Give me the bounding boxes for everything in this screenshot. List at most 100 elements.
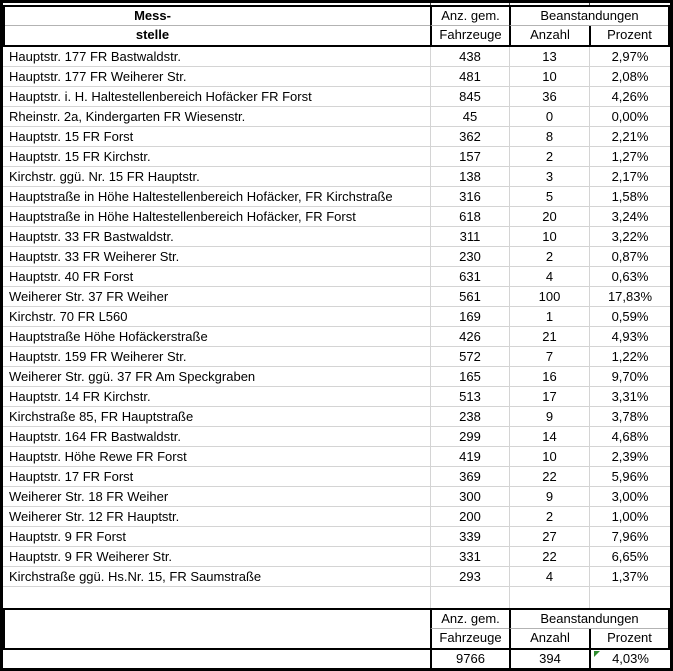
cell-station[interactable]: Kirchstr. 70 FR L560 [9, 309, 128, 324]
cell-station[interactable]: Hauptstr. 159 FR Weiherer Str. [9, 349, 187, 364]
cell-vehicles[interactable]: 293 [430, 567, 509, 586]
cell-vehicles[interactable]: 300 [430, 487, 509, 506]
cell-station[interactable]: Hauptstraße in Höhe Haltestellenbereich … [9, 209, 356, 224]
cell-count[interactable]: 13 [509, 47, 589, 66]
cell-count[interactable]: 27 [509, 527, 589, 546]
cell-count[interactable]: 22 [509, 467, 589, 486]
cell-vehicles[interactable]: 299 [430, 427, 509, 446]
cell-vehicles[interactable]: 618 [430, 207, 509, 226]
cell-percent[interactable]: 2,97% [589, 47, 670, 66]
cell-percent[interactable]: 3,78% [589, 407, 670, 426]
cell-vehicles[interactable]: 561 [430, 287, 509, 306]
cell-percent[interactable]: 0,87% [589, 247, 670, 266]
header-cell-complaints[interactable]: Beanstandungen [509, 7, 668, 26]
cell-count[interactable]: 7 [509, 347, 589, 366]
cell-vehicles[interactable]: 230 [430, 247, 509, 266]
cell-percent[interactable]: 3,22% [589, 227, 670, 246]
cell-percent[interactable]: 3,24% [589, 207, 670, 226]
cell-count[interactable]: 17 [509, 387, 589, 406]
cell-percent[interactable]: 17,83% [589, 287, 670, 306]
footer-cell-vehicles-line2[interactable]: Fahrzeuge [430, 629, 509, 648]
total-percent[interactable]: 4,03% [589, 650, 670, 668]
cell-station[interactable]: Hauptstr. 17 FR Forst [9, 469, 134, 484]
cell-percent[interactable]: 2,39% [589, 447, 670, 466]
cell-percent[interactable]: 3,00% [589, 487, 670, 506]
cell-station[interactable]: Kirchstraße 85, FR Hauptstraße [9, 409, 194, 424]
cell-count[interactable]: 14 [509, 427, 589, 446]
cell-station[interactable]: Hauptstr. 177 FR Bastwaldstr. [9, 49, 181, 64]
cell-percent[interactable]: 4,68% [589, 427, 670, 446]
cell-station[interactable]: Hauptstr. 164 FR Bastwaldstr. [9, 429, 181, 444]
cell-percent[interactable]: 0,59% [589, 307, 670, 326]
cell-station[interactable]: Hauptstr. 14 FR Kirchstr. [9, 389, 151, 404]
cell-station[interactable]: Hauptstr. i. H. Haltestellenbereich Hofä… [9, 89, 312, 104]
cell-vehicles[interactable]: 369 [430, 467, 509, 486]
cell-count[interactable]: 9 [509, 487, 589, 506]
cell-count[interactable]: 10 [509, 447, 589, 466]
cell-station[interactable]: Hauptstr. 15 FR Kirchstr. [9, 149, 151, 164]
cell-vehicles[interactable]: 238 [430, 407, 509, 426]
cell-vehicles[interactable]: 426 [430, 327, 509, 346]
cell-station[interactable]: Hauptstr. 33 FR Weiherer Str. [9, 249, 180, 264]
header-cell-percent[interactable]: Prozent [589, 26, 668, 45]
cell-station[interactable]: Hauptstr. 177 FR Weiherer Str. [9, 69, 187, 84]
empty-cell[interactable] [430, 587, 509, 608]
cell-vehicles[interactable]: 138 [430, 167, 509, 186]
cell-percent[interactable]: 4,93% [589, 327, 670, 346]
cell-station[interactable]: Hauptstraße in Höhe Haltestellenbereich … [9, 189, 393, 204]
cell-vehicles[interactable]: 572 [430, 347, 509, 366]
footer-cell-count[interactable]: Anzahl [509, 629, 589, 648]
cell-station[interactable]: Kirchstraße ggü. Hs.Nr. 15, FR Saumstraß… [9, 569, 262, 584]
cell-vehicles[interactable]: 165 [430, 367, 509, 386]
cell-percent[interactable]: 7,96% [589, 527, 670, 546]
footer-empty-cell[interactable] [5, 610, 430, 648]
cell-vehicles[interactable]: 45 [430, 107, 509, 126]
cell-station[interactable]: Hauptstraße Höhe Hofäckerstraße [9, 329, 208, 344]
cell-vehicles[interactable]: 311 [430, 227, 509, 246]
cell-count[interactable]: 2 [509, 507, 589, 526]
cell-count[interactable]: 2 [509, 247, 589, 266]
cell-percent[interactable]: 4,26% [589, 87, 670, 106]
cell-count[interactable]: 3 [509, 167, 589, 186]
cell-vehicles[interactable]: 316 [430, 187, 509, 206]
cell-vehicles[interactable]: 362 [430, 127, 509, 146]
cell-vehicles[interactable]: 513 [430, 387, 509, 406]
cell-vehicles[interactable]: 200 [430, 507, 509, 526]
footer-cell-percent[interactable]: Prozent [589, 629, 668, 648]
cell-vehicles[interactable]: 438 [430, 47, 509, 66]
empty-cell[interactable] [589, 587, 670, 608]
cell-station[interactable]: Hauptstr. 33 FR Bastwaldstr. [9, 229, 174, 244]
cell-station[interactable]: Weiherer Str. ggü. 37 FR Am Speckgraben [9, 369, 256, 384]
cell-percent[interactable]: 0,63% [589, 267, 670, 286]
cell-vehicles[interactable]: 631 [430, 267, 509, 286]
cell-count[interactable]: 9 [509, 407, 589, 426]
cell-count[interactable]: 21 [509, 327, 589, 346]
cell-count[interactable]: 36 [509, 87, 589, 106]
total-vehicles[interactable]: 9766 [430, 650, 509, 668]
cell-count[interactable]: 10 [509, 227, 589, 246]
cell-station[interactable]: Hauptstr. 15 FR Forst [9, 129, 134, 144]
cell-station[interactable]: Hauptstr. 9 FR Forst [9, 529, 127, 544]
cell-vehicles[interactable]: 419 [430, 447, 509, 466]
cell-percent[interactable]: 2,21% [589, 127, 670, 146]
cell-count[interactable]: 22 [509, 547, 589, 566]
cell-vehicles[interactable]: 481 [430, 67, 509, 86]
cell-station[interactable]: Hauptstr. Höhe Rewe FR Forst [9, 449, 187, 464]
header-cell-vehicles-line1[interactable]: Anz. gem. [430, 7, 509, 26]
cell-count[interactable]: 5 [509, 187, 589, 206]
cell-count[interactable]: 1 [509, 307, 589, 326]
cell-percent[interactable]: 0,00% [589, 107, 670, 126]
footer-cell-vehicles-line1[interactable]: Anz. gem. [430, 610, 509, 629]
cell-percent[interactable]: 6,65% [589, 547, 670, 566]
cell-station[interactable]: Weiherer Str. 18 FR Weiher [9, 489, 169, 504]
cell-percent[interactable]: 5,96% [589, 467, 670, 486]
cell-station[interactable]: Rheinstr. 2a, Kindergarten FR Wiesenstr. [9, 109, 246, 124]
empty-cell[interactable] [3, 587, 430, 608]
cell-vehicles[interactable]: 331 [430, 547, 509, 566]
cell-station[interactable]: Weiherer Str. 12 FR Hauptstr. [9, 509, 180, 524]
cell-station[interactable]: Weiherer Str. 37 FR Weiher [9, 289, 169, 304]
cell-station[interactable]: Hauptstr. 9 FR Weiherer Str. [9, 549, 173, 564]
cell-station[interactable]: Kirchstr. ggü. Nr. 15 FR Hauptstr. [9, 169, 200, 184]
cell-count[interactable]: 20 [509, 207, 589, 226]
cell-count[interactable]: 16 [509, 367, 589, 386]
